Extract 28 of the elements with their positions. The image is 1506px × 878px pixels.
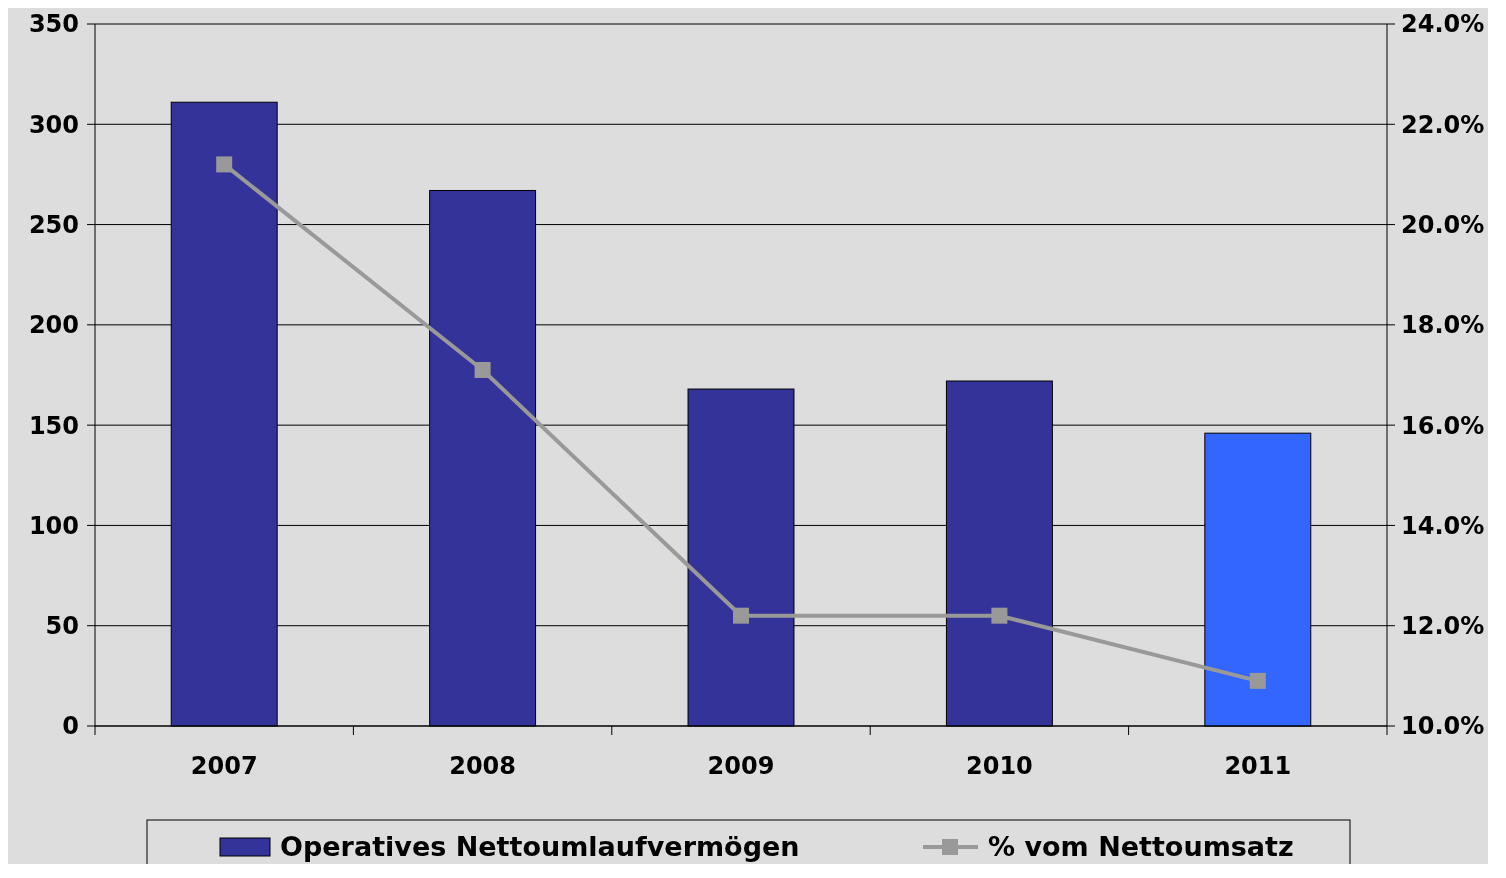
y2-tick-label: 16.0% [1401,411,1485,440]
x-tick-label: 2007 [190,752,258,780]
y-tick-label: 300 [28,110,79,139]
y-tick-label: 50 [45,612,79,641]
y2-tick-label: 22.0% [1401,110,1485,139]
y2-tick-label: 14.0% [1401,511,1485,540]
y-tick-label: 250 [28,210,79,239]
y-tick-label: 150 [28,411,79,440]
y2-tick-label: 12.0% [1401,612,1485,641]
x-tick-label: 2010 [966,752,1033,780]
y-tick-label: 200 [28,311,79,340]
legend-label: Operatives Nettoumlaufvermögen [280,831,800,863]
x-tick-label: 2011 [1224,752,1292,780]
y-tick-label: 0 [62,712,79,741]
legend-label: % vom Nettoumsatz [988,831,1294,863]
y2-tick-label: 18.0% [1401,311,1485,340]
y-tick-label: 100 [28,511,79,540]
y2-tick-label: 20.0% [1401,210,1485,239]
point [991,607,1008,624]
point [474,361,491,378]
y2-tick-label: 24.0% [1401,10,1485,39]
point [733,607,749,624]
y2-tick-label: 10.0% [1401,712,1485,741]
x-tick-label: 2008 [449,752,516,780]
point [1249,672,1266,689]
x-tick-label: 2009 [707,752,775,780]
point [216,156,233,173]
y-tick-label: 350 [28,10,79,39]
